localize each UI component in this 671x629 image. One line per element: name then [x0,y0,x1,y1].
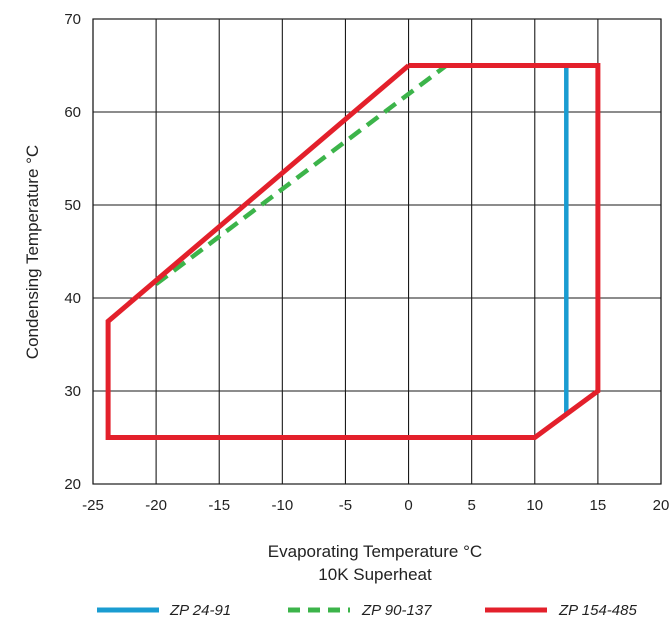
series-line-2 [105,63,601,440]
x-tick-label: 20 [653,497,670,514]
y-tick-label: 70 [64,11,81,28]
y-tick-labels: 20 30 40 50 60 70 [64,11,81,493]
y-tick-label: 30 [64,383,81,400]
y-tick-label: 60 [64,104,81,121]
x-axis-title: Evaporating Temperature °C [268,542,482,561]
x-tick-label: -10 [271,497,293,514]
x-axis-subtitle: 10K Superheat [318,565,432,584]
x-tick-label: -15 [208,497,230,514]
grid [92,18,662,485]
x-tick-label: 10 [526,497,543,514]
x-tick-label: 5 [467,497,475,514]
y-tick-label: 20 [64,476,81,493]
legend-label: ZP 154-485 [558,602,637,619]
series-line-1 [154,63,448,286]
plot-frame [92,18,662,485]
x-tick-label: 0 [404,497,412,514]
legend-label: ZP 24-91 [169,602,231,619]
y-tick-label: 40 [64,290,81,307]
x-tick-label: 15 [590,497,607,514]
y-axis-title: Condensing Temperature °C [23,145,42,359]
x-tick-labels: -25 -20 -15 -10 -5 0 5 10 15 20 [82,497,669,514]
x-tick-label: -5 [339,497,352,514]
series-lines [105,63,601,440]
legend: ZP 24-91 ZP 90-137 ZP 154-485 [97,602,637,619]
y-tick-label: 50 [64,197,81,214]
legend-label: ZP 90-137 [361,602,432,619]
x-tick-label: -25 [82,497,104,514]
x-tick-label: -20 [145,497,167,514]
